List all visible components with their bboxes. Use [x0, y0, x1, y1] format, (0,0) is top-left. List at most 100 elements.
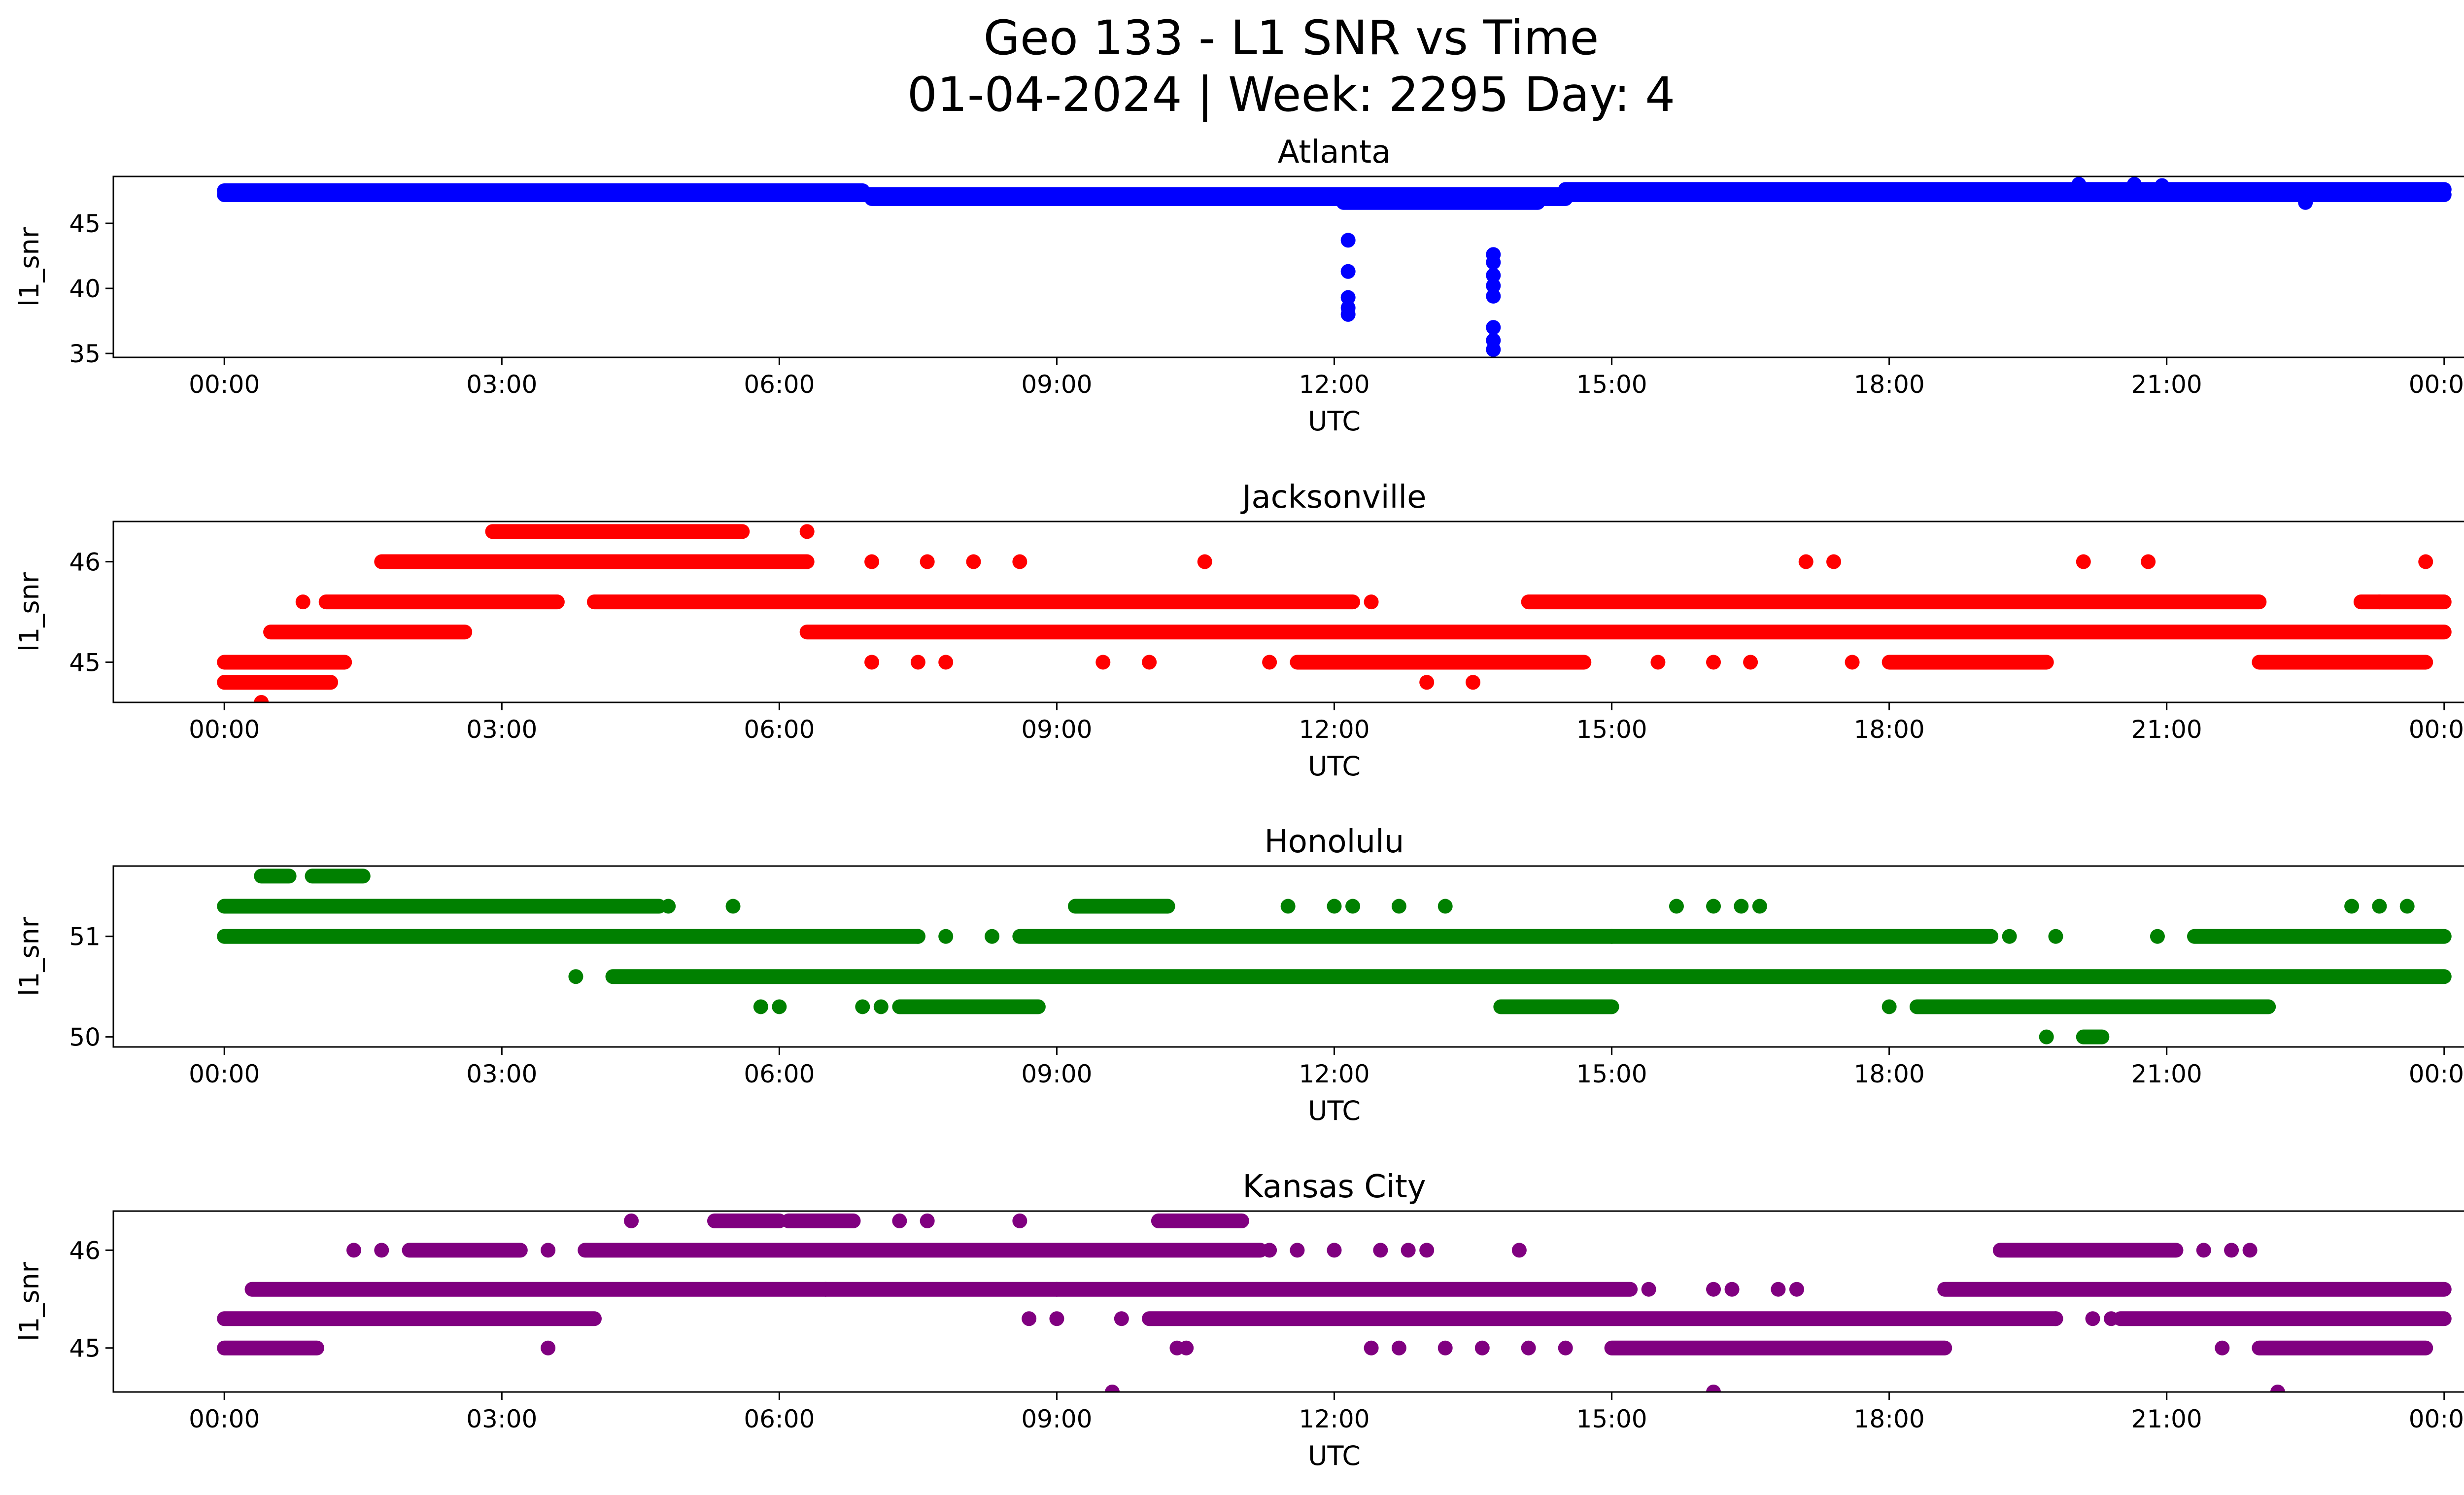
- data-band: [586, 594, 1361, 610]
- x-tick-label: 18:00: [1854, 1405, 1925, 1433]
- data-point: [1419, 1243, 1435, 1258]
- data-point: [1340, 307, 1356, 322]
- data-point: [1789, 1282, 1804, 1297]
- data-band: [1604, 1340, 1952, 1356]
- x-tick-label: 00:00: [2409, 715, 2464, 744]
- data-band: [1012, 929, 1619, 944]
- x-tick-label: 00:00: [189, 1060, 260, 1088]
- data-point: [2085, 1311, 2100, 1326]
- data-point: [1179, 1340, 1194, 1356]
- x-tick-label: 12:00: [1299, 370, 1369, 399]
- data-band: [217, 1340, 324, 1356]
- data-point: [2215, 1340, 2230, 1356]
- data-point: [938, 655, 954, 670]
- data-band: [1558, 182, 2452, 197]
- data-point: [254, 695, 269, 702]
- data-band: [2076, 1029, 2110, 1044]
- data-point: [1486, 320, 1501, 335]
- subplot-title: Jacksonville: [1240, 479, 1427, 516]
- data-point: [1486, 288, 1501, 304]
- x-tick-label: 09:00: [1021, 370, 1092, 399]
- x-tick-label: 06:00: [744, 370, 815, 399]
- data-point: [2196, 1243, 2211, 1258]
- data-band: [1521, 594, 2267, 610]
- data-point: [1752, 899, 1767, 914]
- x-tick-label: 09:00: [1021, 715, 1092, 744]
- x-tick-label: 15:00: [1576, 1405, 1647, 1433]
- data-point: [864, 554, 880, 569]
- subplot-3: Kansas City 00:00 03:00 06:00 09:00 12:00 15:0…: [14, 1169, 2464, 1471]
- data-point: [1419, 675, 1435, 690]
- data-band: [1290, 655, 1592, 670]
- data-point: [2270, 1385, 2285, 1392]
- data-point: [1486, 268, 1501, 283]
- data-point: [374, 1243, 389, 1258]
- x-tick-label: 00:00: [2409, 1060, 2464, 1088]
- x-tick-label: 18:00: [1854, 370, 1925, 399]
- data-point: [1743, 655, 1758, 670]
- data-point: [1466, 675, 1481, 690]
- y-tick-label: 45: [69, 648, 101, 677]
- data-point: [1345, 899, 1361, 914]
- data-point: [818, 1282, 833, 1297]
- data-point: [2002, 929, 2017, 944]
- data-point: [2344, 899, 2360, 914]
- data-band: [2113, 1311, 2452, 1326]
- data-point: [1437, 1340, 1453, 1356]
- data-point: [568, 969, 583, 984]
- data-point: [1327, 1243, 1342, 1258]
- data-point: [1401, 1243, 1416, 1258]
- x-axis-label: UTC: [1308, 1095, 1361, 1126]
- data-band: [217, 929, 925, 944]
- data-band: [2252, 655, 2433, 670]
- data-point: [2104, 1311, 2119, 1326]
- data-point: [1706, 655, 1721, 670]
- data-point: [2150, 929, 2165, 944]
- data-band: [1604, 929, 1999, 944]
- data-band: [1049, 1282, 1638, 1297]
- x-tick-label: 06:00: [744, 1405, 815, 1433]
- data-point: [1340, 290, 1356, 305]
- data-point: [938, 929, 954, 944]
- data-band: [799, 625, 2452, 640]
- data-point: [1049, 1311, 1064, 1326]
- data-point: [1340, 264, 1356, 279]
- data-point: [1706, 1282, 1721, 1297]
- data-point: [1262, 655, 1277, 670]
- data-band: [217, 899, 667, 914]
- data-point: [1882, 999, 1897, 1014]
- data-point: [1391, 1340, 1406, 1356]
- data-point: [2141, 554, 2156, 569]
- data-band: [402, 1243, 528, 1258]
- data-band: [1142, 1311, 2063, 1326]
- data-band: [318, 594, 565, 610]
- x-axis-label: UTC: [1308, 1440, 1361, 1471]
- data-point: [1734, 899, 1749, 914]
- data-point: [1845, 655, 1860, 670]
- data-point: [1474, 1340, 1490, 1356]
- data-band: [2353, 594, 2452, 610]
- x-tick-label: 12:00: [1299, 715, 1369, 744]
- y-tick-label: 50: [69, 1023, 101, 1052]
- subplot-title: Honolulu: [1265, 824, 1404, 860]
- data-point: [2418, 554, 2433, 569]
- data-band: [254, 869, 297, 884]
- x-tick-label: 12:00: [1299, 1060, 1369, 1088]
- data-band: [244, 1282, 1064, 1297]
- data-point: [1095, 655, 1111, 670]
- x-tick-label: 15:00: [1576, 1060, 1647, 1088]
- data-point: [1486, 255, 1501, 270]
- data-point: [1798, 554, 1814, 569]
- x-tick-label: 00:00: [189, 370, 260, 399]
- y-tick-label: 45: [69, 209, 101, 238]
- data-point: [1012, 1213, 1027, 1228]
- data-point: [2039, 1029, 2054, 1044]
- data-band: [1067, 899, 1175, 914]
- data-point: [1558, 1340, 1573, 1356]
- data-point: [1197, 554, 1212, 569]
- data-point: [1724, 1282, 1740, 1297]
- subplot-1: Jacksonville 00:00 03:00 06:00 09:00 12:00 15:…: [14, 479, 2464, 782]
- data-band: [892, 999, 1046, 1014]
